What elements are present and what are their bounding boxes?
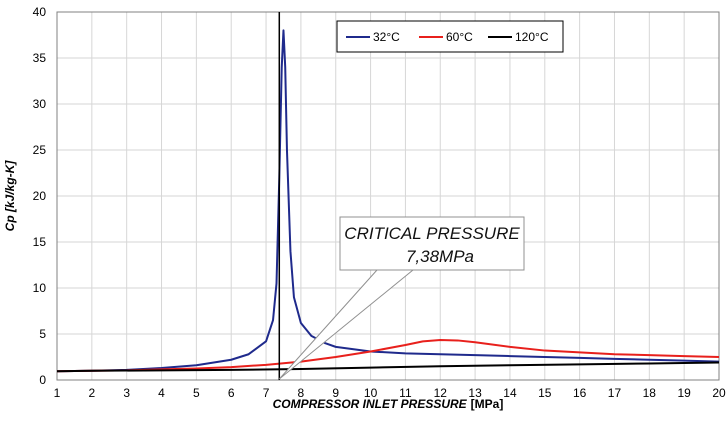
y-tick-label: 10 — [33, 281, 47, 295]
callout-box — [339, 216, 525, 271]
x-tick-label: 1 — [54, 386, 61, 400]
x-tick-label: 14 — [503, 386, 517, 400]
x-tick-label: 10 — [364, 386, 378, 400]
y-tick-labels: 0 5 10 15 20 25 30 35 40 — [33, 5, 47, 387]
x-tick-label: 17 — [608, 386, 622, 400]
plot-area — [56, 11, 720, 381]
y-tick-label: 0 — [39, 373, 46, 387]
x-tick-label: 7 — [263, 386, 270, 400]
x-tick-label: 16 — [573, 386, 587, 400]
y-tick-label: 40 — [33, 5, 47, 19]
y-axis-title: Cp [kJ/kg-K] — [3, 160, 17, 232]
y-tick-label: 25 — [33, 143, 47, 157]
legend-label-1: 32°C — [373, 30, 400, 44]
x-tick-label: 20 — [712, 386, 726, 400]
legend-label-2: 60°C — [446, 30, 473, 44]
y-tick-label: 35 — [33, 51, 47, 65]
callout-layer: CRITICAL PRESSURE 7,38MPa — [278, 216, 525, 380]
series-line-1 — [56, 29, 720, 373]
y-tick-label: 20 — [33, 189, 47, 203]
series-line-2 — [56, 338, 720, 373]
x-tick-label: 6 — [228, 386, 235, 400]
x-axis-label: COMPRESSOR INLET PRESSURE — [273, 397, 468, 411]
x-tick-label: 11 — [399, 386, 412, 400]
x-tick-label: 18 — [643, 386, 657, 400]
x-tick-label: 12 — [434, 386, 448, 400]
y-tick-label: 15 — [33, 235, 47, 249]
x-tick-label: 4 — [158, 386, 165, 400]
x-axis-title: COMPRESSOR INLET PRESSURE [MPa] — [273, 397, 504, 411]
grid — [57, 12, 719, 380]
callout-line-1: CRITICAL PRESSURE — [344, 224, 520, 243]
x-tick-label: 13 — [468, 386, 482, 400]
callout-line-2: 7,38MPa — [406, 247, 474, 266]
x-tick-label: 8 — [298, 386, 305, 400]
legend-box — [336, 20, 564, 53]
series-line-3 — [56, 361, 720, 373]
x-tick-label: 19 — [677, 386, 691, 400]
x-tick-label: 5 — [193, 386, 200, 400]
callout-pointer — [278, 269, 415, 380]
x-tick-labels: 1 2 3 4 5 6 7 8 9 10 11 12 13 14 15 16 17 18 19 20 — [54, 386, 726, 400]
x-tick-label: 15 — [538, 386, 552, 400]
x-axis-unit: [MPa] — [471, 397, 504, 411]
x-tick-label: 2 — [88, 386, 95, 400]
x-tick-label: 9 — [332, 386, 339, 400]
legend-label-3: 120°C — [515, 30, 549, 44]
y-tick-label: 30 — [33, 97, 47, 111]
series-layer — [56, 29, 720, 373]
legend: 32°C 60°C 120°C — [336, 20, 564, 53]
y-tick-label: 5 — [39, 327, 46, 341]
x-tick-label: 3 — [123, 386, 130, 400]
